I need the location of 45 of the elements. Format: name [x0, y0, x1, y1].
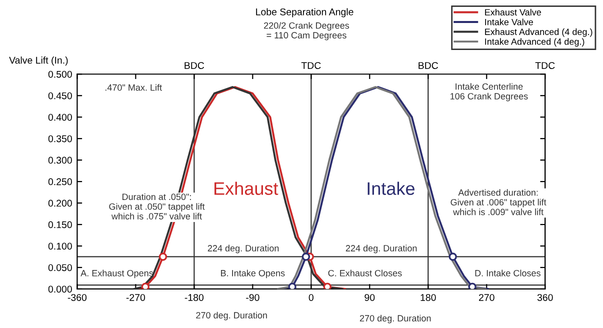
x-tick-label: 90: [364, 294, 375, 301]
x-tick-label: -90: [246, 294, 260, 301]
text: 220/2 Crank Degrees = 110 Cam Degrees: [264, 22, 350, 40]
ref-line-label: BDC: [184, 62, 204, 69]
legend-label: Exhaust Valve: [485, 8, 542, 16]
text: 270 deg. Duration: [360, 314, 431, 324]
y-tick-label: 0.250: [48, 178, 72, 186]
y-tick-label: 0.100: [48, 242, 72, 250]
annotation: .470" Max. Lift: [105, 84, 162, 91]
y-tick-label: 0.350: [48, 135, 72, 142]
annotation: Advertised duration: Given at .006" tappet lift which is .009" valve lift: [450, 189, 546, 216]
y-tick-label: 0.000: [48, 286, 72, 293]
x-tick-label: 270: [479, 294, 494, 301]
annotation: B. Intake Opens: [221, 270, 285, 278]
x-tick-label: 360: [537, 294, 553, 301]
x-tick-label: -270: [126, 294, 146, 301]
x-tick-label: 0: [308, 294, 314, 301]
legend-label: Exhaust Advanced (4 deg.): [485, 28, 592, 37]
x-tick-label: -360: [68, 294, 87, 301]
chart-title: Lobe Separation Angle: [256, 8, 354, 18]
y-tick-label: 0.300: [48, 156, 72, 164]
y-tick-label: 0.450: [48, 92, 72, 100]
ref-line-label: TDC: [301, 62, 321, 69]
annotation: Intake Centerline 106 Crank Degrees: [450, 83, 528, 102]
annotation: D. Intake Closes: [475, 270, 540, 276]
annotation: 224 deg. Duration: [208, 244, 279, 254]
text: 270 deg. Duration: [196, 312, 267, 320]
annotation: C. Exhaust Closes: [328, 270, 402, 276]
ref-line-label: TDC: [535, 62, 555, 69]
x-tick-label: 180: [420, 294, 436, 301]
y-axis-title: Valve Lift (In.): [9, 56, 68, 66]
y-tick-label: 0.050: [48, 264, 72, 272]
y-tick-label: 0.200: [48, 200, 72, 207]
annotation: A. Exhaust Opens: [80, 270, 154, 278]
x-tick-label: -180: [184, 294, 204, 301]
annotation: Intake: [368, 182, 414, 195]
annotation: Duration at .050": Given at .050" tappet lift which is .075" valve lift: [109, 193, 205, 220]
annotation: Exhaust: [214, 182, 278, 195]
y-tick-label: 0.150: [48, 221, 72, 228]
ref-line-label: BDC: [418, 62, 438, 69]
y-tick-label: 0.500: [48, 70, 72, 78]
legend-label: Intake Valve: [485, 18, 533, 26]
legend-label: Intake Advanced (4 deg.): [485, 38, 584, 47]
annotation: 224 deg. Duration: [346, 244, 417, 254]
y-tick-label: 0.400: [48, 114, 72, 121]
